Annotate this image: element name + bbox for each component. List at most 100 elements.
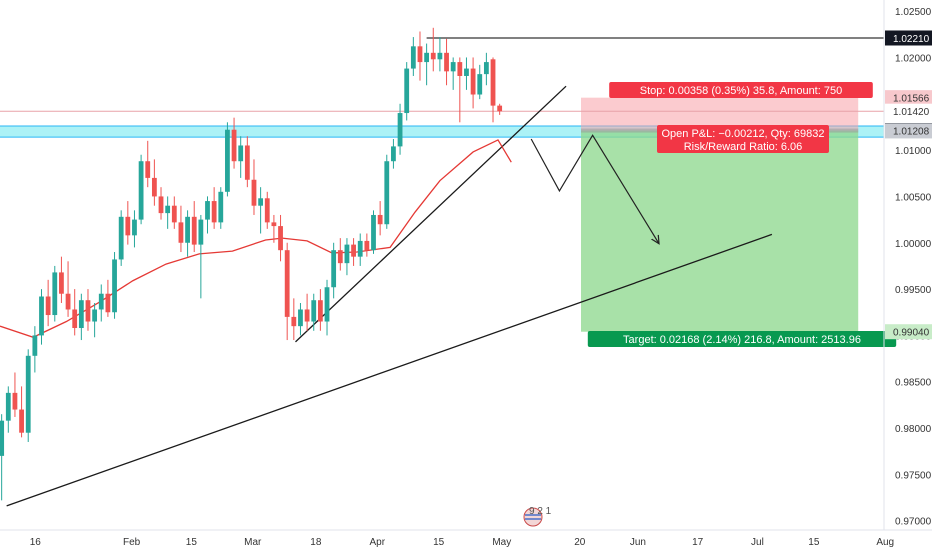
candle-body — [470, 68, 476, 95]
pnl-label-text: Open P&L: −0.00212, Qty: 69832 — [662, 128, 825, 140]
candle-body — [430, 52, 436, 60]
candle — [437, 37, 443, 72]
trendline-long-support — [6, 233, 773, 507]
candle-body — [278, 226, 283, 251]
x-tick-label: Mar — [244, 537, 262, 548]
x-tick-label: 15 — [186, 537, 198, 548]
x-tick-label: Aug — [876, 537, 894, 548]
candle — [391, 138, 396, 169]
candle — [72, 289, 78, 336]
candle — [271, 214, 277, 243]
candle-body — [32, 335, 38, 356]
candle-body — [324, 287, 330, 322]
price-axis-label-bg — [885, 30, 932, 46]
candle-body — [397, 113, 403, 147]
stop-label-text: Stop: 0.00358 (0.35%) 35.8, Amount: 750 — [640, 85, 842, 97]
candle-body — [450, 62, 456, 72]
price-axis-label-text: 1.01420 — [893, 107, 930, 118]
candle-body — [364, 240, 370, 251]
candle — [457, 57, 463, 123]
x-tick-label: 15 — [433, 537, 445, 548]
candle — [317, 289, 323, 331]
candle — [311, 293, 317, 331]
candle-body — [5, 392, 11, 421]
candle — [424, 43, 430, 86]
candle — [118, 210, 124, 266]
candle-body — [311, 300, 317, 322]
candle — [92, 302, 98, 338]
candle — [85, 289, 91, 331]
candle — [198, 214, 204, 299]
price-axis-label-bg — [885, 324, 932, 340]
x-tick-label: Jun — [630, 537, 646, 548]
candle-body — [337, 250, 343, 264]
candle-body — [211, 201, 217, 223]
candle-body — [457, 62, 463, 76]
candle — [344, 238, 350, 276]
candle — [444, 38, 449, 86]
candle-body — [344, 244, 350, 264]
candle-body — [464, 68, 469, 76]
y-tick-label: 1.00500 — [895, 192, 932, 203]
candle — [357, 233, 363, 266]
candle-body — [357, 240, 363, 257]
candle — [450, 57, 456, 90]
candle — [304, 293, 310, 331]
target-label-text: Target: 0.02168 (2.14%) 216.8, Amount: 2… — [623, 334, 861, 346]
price-axis-label: 1.02210 — [885, 30, 932, 46]
candle-body — [291, 316, 297, 327]
candle-body — [271, 222, 277, 227]
candle-body — [185, 216, 190, 243]
candle-body — [59, 272, 64, 294]
candle — [464, 57, 469, 90]
candle — [32, 326, 38, 373]
candle — [5, 386, 11, 433]
y-tick-label: 0.97000 — [895, 517, 932, 528]
candle-body — [145, 161, 151, 178]
candle-body — [191, 216, 197, 245]
candle-body — [391, 146, 396, 162]
x-tick-label: 16 — [30, 537, 42, 548]
support-zone — [0, 126, 884, 138]
candle — [158, 187, 164, 220]
candle-body — [52, 272, 58, 316]
candle-body — [45, 296, 51, 316]
candle-body — [238, 145, 244, 162]
x-tick-label: Jul — [751, 537, 764, 548]
x-tick-label: 17 — [692, 537, 704, 548]
candle-body — [19, 409, 24, 433]
candle — [251, 159, 257, 215]
candle — [371, 210, 376, 254]
candle — [258, 187, 264, 234]
candle — [417, 31, 423, 81]
candle — [337, 238, 343, 271]
candle — [264, 191, 270, 229]
stop-label-bg — [609, 82, 873, 98]
candle-body — [12, 392, 18, 410]
candle — [19, 386, 24, 438]
watermark-globe-icon — [523, 507, 543, 527]
watermark-text: 9 2 1 — [529, 506, 552, 517]
candle — [477, 64, 483, 100]
price-axis-label-bg — [885, 90, 932, 106]
candle-body — [25, 355, 31, 433]
candle — [12, 372, 18, 417]
candle — [218, 187, 224, 229]
candle-body — [244, 145, 250, 180]
candle — [298, 302, 303, 336]
candle-body — [112, 259, 117, 313]
candle — [65, 261, 71, 317]
candle-body — [39, 296, 44, 336]
candle — [397, 103, 403, 155]
candle-body — [205, 201, 210, 220]
candle — [497, 103, 503, 115]
price-axis-label: 0.99040 — [885, 324, 932, 340]
moving-average-line — [0, 139, 512, 338]
price-axis-label: 1.01420 — [885, 103, 932, 119]
take-profit-zone — [581, 130, 859, 332]
x-tick-label: Feb — [123, 537, 141, 548]
target-label-bg — [587, 331, 897, 347]
